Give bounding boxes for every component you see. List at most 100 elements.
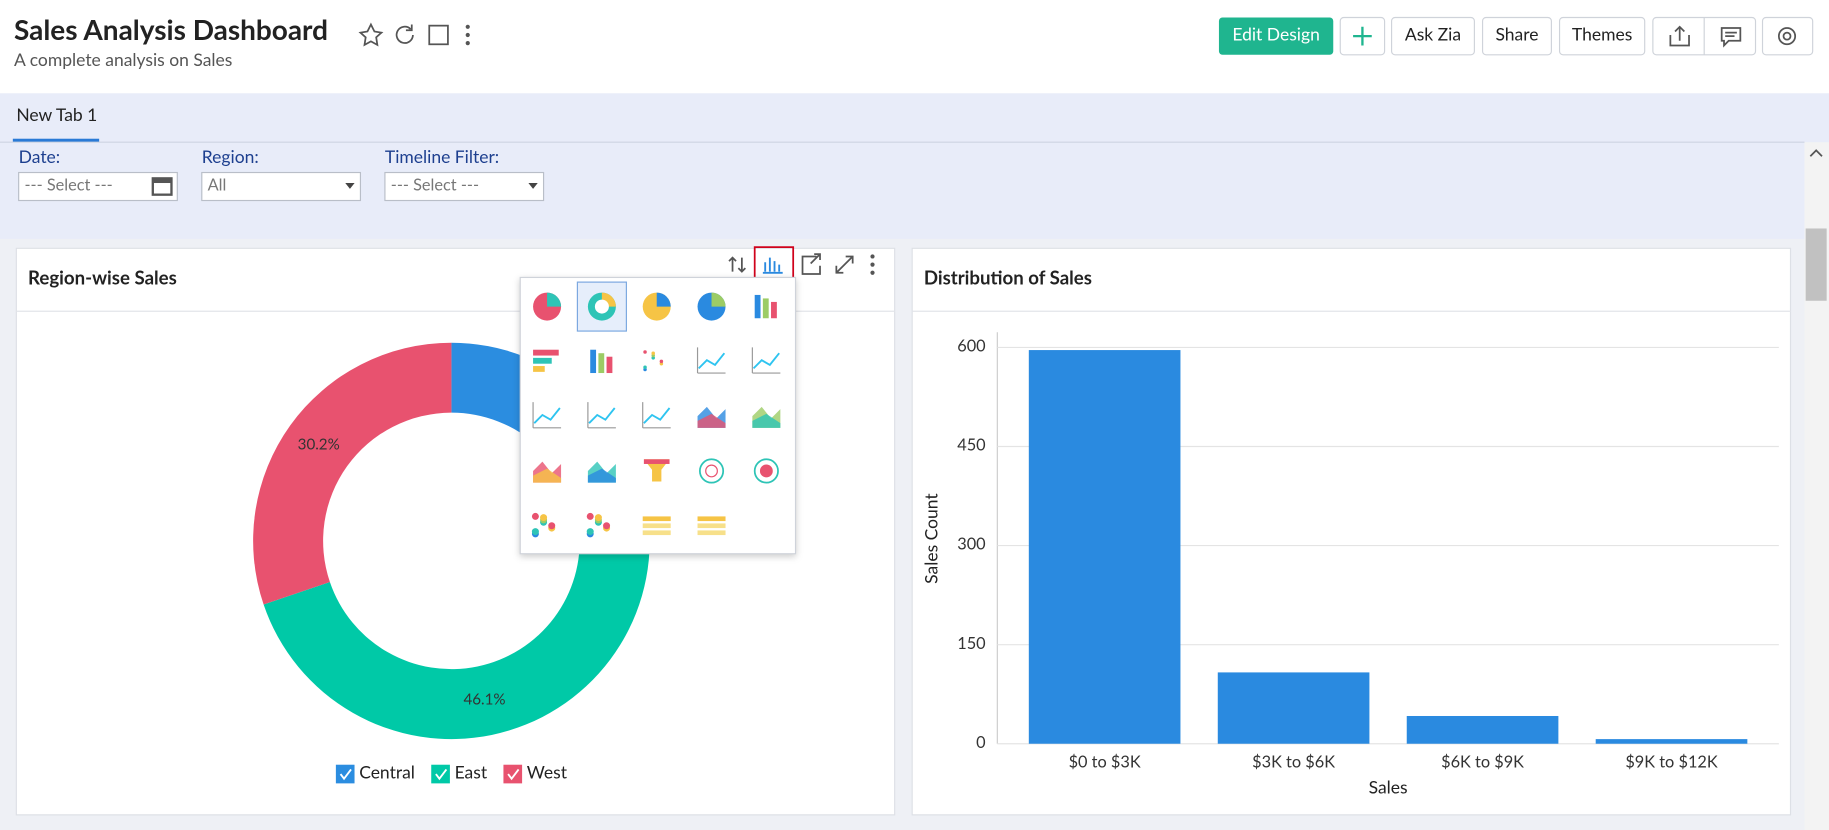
chart-type-option[interactable] xyxy=(697,406,726,428)
chart-type-option[interactable] xyxy=(590,349,613,374)
x-axis-title: Sales xyxy=(1369,777,1408,798)
calendar-icon[interactable] xyxy=(151,177,173,196)
sort-icon[interactable] xyxy=(728,256,746,273)
x-tick-label: $3K to $6K xyxy=(1252,753,1335,772)
settings-icon-core xyxy=(1782,31,1792,41)
icon-part xyxy=(697,516,726,522)
themes-label: Themes xyxy=(1572,24,1632,45)
tab-label[interactable]: New Tab 1 xyxy=(16,104,97,125)
icon-part xyxy=(594,514,602,522)
filter-value: All xyxy=(208,176,227,195)
icon-part xyxy=(643,407,671,424)
chart-type-option[interactable] xyxy=(587,461,616,483)
ask-zia-label: Ask Zia xyxy=(1405,24,1461,45)
icon-part xyxy=(642,402,671,429)
panel-more-icon[interactable] xyxy=(870,254,875,275)
chart-type-option[interactable] xyxy=(642,402,671,429)
chart-type-option[interactable] xyxy=(696,347,726,374)
icon-part xyxy=(697,523,726,529)
comment-icon[interactable] xyxy=(1720,27,1742,48)
open-icon[interactable] xyxy=(801,253,821,275)
ask-zia-button[interactable] xyxy=(1390,16,1475,56)
icon-part xyxy=(698,352,726,370)
icon-part xyxy=(696,347,726,374)
chart-type-option[interactable] xyxy=(531,512,556,538)
scroll-thumb[interactable] xyxy=(1805,228,1827,301)
x-tick-label: $6K to $9K xyxy=(1441,753,1524,772)
icon-part xyxy=(759,464,773,478)
chart-type-option[interactable] xyxy=(697,292,726,321)
icon-part xyxy=(697,413,726,428)
icon-part xyxy=(752,413,781,428)
icon-part xyxy=(533,366,545,372)
chart-type-option[interactable] xyxy=(533,292,562,321)
dropdown-arrow xyxy=(345,183,355,189)
y-tick-label: 150 xyxy=(957,634,985,653)
chart-type-option[interactable] xyxy=(586,512,611,538)
chart-type-option[interactable] xyxy=(532,402,562,429)
chart-type-option[interactable] xyxy=(643,350,664,372)
date-input[interactable] xyxy=(18,171,178,202)
legend-label: West xyxy=(527,761,568,782)
legend-label: East xyxy=(455,761,488,782)
icon-part xyxy=(754,294,761,319)
expand-icon[interactable] xyxy=(835,255,854,274)
icon-part xyxy=(531,528,539,536)
export-icon[interactable] xyxy=(1669,25,1690,47)
chart-type-option[interactable] xyxy=(587,402,616,429)
region-select[interactable] xyxy=(201,171,362,202)
icon-part xyxy=(651,351,655,355)
settings-button[interactable] xyxy=(1761,16,1814,56)
donut-slice xyxy=(253,342,452,605)
chart-type-icon xyxy=(762,257,783,274)
icon-part xyxy=(533,349,559,356)
icon-part xyxy=(642,523,671,529)
legend: Central East West xyxy=(335,761,568,784)
tab-underline xyxy=(12,138,100,143)
icon-part xyxy=(533,468,562,483)
edit-design-label: Edit Design xyxy=(1232,24,1320,45)
dashboard-subtitle: A complete analysis on Sales xyxy=(14,49,232,70)
chart-type-option[interactable] xyxy=(753,458,779,484)
chart-type-option[interactable] xyxy=(754,294,777,319)
icon-part xyxy=(771,301,777,319)
x-tick-label: $9K to $12K xyxy=(1625,753,1718,772)
chart-title: Region-wise Sales xyxy=(28,267,177,289)
share-button[interactable] xyxy=(1481,16,1552,56)
icon-part xyxy=(752,352,780,370)
chart-type-option[interactable] xyxy=(533,461,562,483)
chart-type-option[interactable] xyxy=(643,459,670,482)
icon-part xyxy=(659,359,664,364)
bar xyxy=(1406,715,1559,744)
icon-part xyxy=(643,350,647,354)
chart-type-option[interactable] xyxy=(533,349,559,372)
refresh-icon[interactable] xyxy=(395,24,414,44)
icon-part xyxy=(594,299,609,314)
timeline-select[interactable] xyxy=(384,171,545,202)
icon-part xyxy=(656,292,671,307)
icon-part xyxy=(643,459,670,482)
chart-type-option[interactable] xyxy=(697,516,726,536)
icon-part xyxy=(586,512,594,520)
star-icon[interactable] xyxy=(358,22,384,47)
chart-type-option[interactable] xyxy=(642,292,671,321)
chart-type-option[interactable] xyxy=(587,292,616,321)
scroll-up[interactable] xyxy=(1809,149,1823,157)
save-icon[interactable] xyxy=(428,24,449,46)
x-tick-label: $0 to $3K xyxy=(1069,753,1141,772)
filter-value: --- Select --- xyxy=(24,176,112,195)
dashboard-title: Sales Analysis Dashboard xyxy=(14,12,328,46)
themes-button[interactable] xyxy=(1558,16,1646,56)
chart-type-option[interactable] xyxy=(752,406,781,428)
icon-part xyxy=(753,458,779,484)
y-tick-label: 600 xyxy=(957,337,985,356)
chart-type-option[interactable] xyxy=(751,347,781,374)
chart-type-option[interactable] xyxy=(642,516,671,536)
chart-type-option[interactable] xyxy=(698,458,725,484)
more-icon[interactable] xyxy=(465,24,470,46)
add-icon xyxy=(1353,26,1372,46)
data-label: 46.1% xyxy=(463,691,505,709)
edit-design-button[interactable] xyxy=(1218,17,1334,55)
